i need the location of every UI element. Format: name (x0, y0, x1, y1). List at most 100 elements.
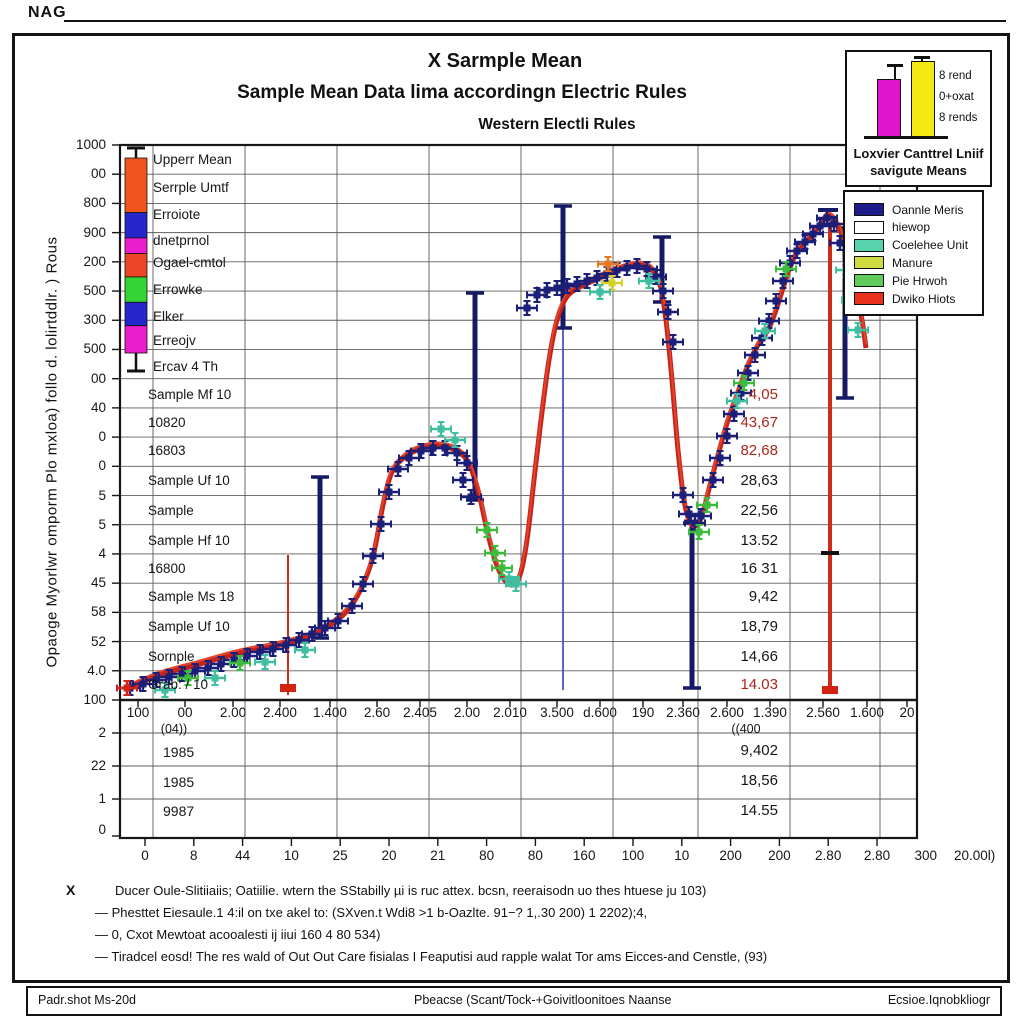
marker-point (737, 389, 745, 397)
inset-bar-magenta (877, 79, 901, 137)
left-row-label-below: 1985 (163, 774, 195, 790)
x-tick-label-mid: 1.390 (753, 705, 787, 720)
marker-point (533, 291, 541, 299)
marker-point (801, 238, 809, 246)
y-tick-label-below: 2 (98, 725, 106, 740)
inset-caption-line1: Loxvier Canttrel Lniif (853, 146, 984, 161)
right-row-value: 82,68 (740, 442, 778, 459)
inner-legend-label: Elker (153, 309, 184, 324)
marker-point (301, 646, 309, 654)
stack-segment (124, 157, 148, 213)
marker-point (593, 274, 601, 282)
y-tick-label: 4 (98, 545, 106, 561)
marker-point (685, 510, 693, 518)
y-tick-label: 800 (83, 195, 106, 211)
right-row-value: 22,56 (740, 502, 778, 519)
y-axis-title: Opaoge Myorlwr omporm Plo mxloa) follo d… (43, 236, 61, 668)
legend-swatch-icon (854, 256, 884, 270)
x-tick-label-mid: 2.010 (493, 705, 527, 720)
marker-point (491, 549, 499, 557)
marker-point (697, 512, 705, 520)
marker-point (467, 493, 475, 501)
x-tick-label-mid: 2.00 (453, 705, 481, 720)
left-row-label: Sample Ms 18 (148, 589, 235, 604)
stack-segment (124, 276, 148, 303)
x-tick-label-bottom: 44 (235, 848, 251, 863)
marker-point (744, 369, 752, 377)
x-tick-label-bottom: 80 (479, 848, 495, 863)
inset-bar1-whisker-icon (894, 64, 896, 80)
legend-swatch-icon (854, 238, 884, 252)
marker-point (429, 444, 437, 452)
marker-point (261, 658, 269, 666)
left-row-label-below: 1985 (163, 744, 195, 760)
marker-point (230, 656, 238, 664)
legend-item: Manure (854, 255, 933, 270)
x-axis-sub-label: (04)) (160, 722, 188, 736)
marker-point (695, 528, 703, 536)
marker-point (596, 288, 604, 296)
x-tick-label-mid: 2.360 (666, 705, 700, 720)
y-tick-label: 58 (90, 604, 106, 620)
y-tick-label: 45 (90, 575, 106, 591)
inner-legend-label: Erreojv (153, 333, 196, 348)
marker-point (405, 454, 413, 462)
marker-point (139, 680, 147, 688)
x-tick-label-bottom: 160 (572, 848, 596, 863)
inset-bar-yellow (911, 61, 935, 137)
marker-point (369, 552, 377, 560)
legend-item: hiewop (854, 220, 930, 235)
right-row-value: 14.03 (740, 676, 778, 693)
marker-point (809, 230, 817, 238)
right-row-value-below: 9,402 (740, 742, 778, 759)
marker-point (256, 648, 264, 656)
marker-point (359, 580, 367, 588)
marker-point (295, 636, 303, 644)
marker-point (463, 459, 471, 467)
document-border (12, 33, 1010, 983)
footnote-marker: X (66, 882, 76, 898)
marker-point (282, 641, 290, 649)
x-tick-label-bottom: 8 (190, 848, 198, 863)
chart-title-line2: Sample Mean Data lima accordingn Electri… (237, 82, 687, 103)
marker-point (751, 351, 759, 359)
marker-point (703, 501, 711, 509)
left-row-label: Sample Mf 10 (148, 387, 232, 402)
marker-point (505, 575, 513, 583)
inner-legend-label: dnetprnol (153, 233, 210, 248)
marker-point (716, 454, 724, 462)
x-tick-label-bottom: 10 (674, 848, 690, 863)
marker-point (385, 488, 393, 496)
legend-item-label: Dwiko Hiots (892, 291, 956, 306)
stack-segment (124, 212, 148, 239)
plot-border (118, 143, 919, 840)
legend-item-label: Coelehee Unit (892, 238, 969, 253)
x-tick-label-mid: 190 (631, 705, 655, 720)
marker-point (417, 447, 425, 455)
footnote-line1: Ducer Oule-Slitiiaiis; Oatiilie. wtern t… (115, 883, 707, 898)
doc-code-underline (64, 20, 1006, 22)
marker-point (441, 444, 449, 452)
marker-point (348, 602, 356, 610)
x-tick-label-bottom: 300 (914, 848, 938, 863)
x-tick-label-mid: 1.400 (313, 705, 347, 720)
x-tick-label-bottom: 100 (621, 848, 645, 863)
y-tick-label: 500 (83, 341, 106, 357)
control-limit-inset: 8 rend 0+oxat 8 rends Loxvier Canttrel Lni… (845, 50, 992, 187)
right-row-value: 43,67 (740, 414, 778, 431)
y-tick-label: 40 (90, 399, 106, 415)
x-tick-label-bottom: 200 (768, 848, 791, 863)
marker-point (669, 338, 677, 346)
legend-item-label: Oannle Meris (892, 202, 964, 217)
y-tick-label-below: 1 (98, 791, 106, 806)
marker-point (453, 449, 461, 457)
left-row-label: Sornple (148, 649, 195, 664)
marker-point (459, 476, 467, 484)
y-tick-label: 1000 (75, 137, 106, 152)
legend-item: Pie Hrwoh (854, 273, 947, 288)
y-tick-label-below: 0 (98, 822, 106, 837)
inner-legend-label: Ogael-cmtol (153, 255, 226, 270)
x-tick-label-bottom: 21 (430, 848, 446, 863)
right-row-value: 4,05 (748, 386, 778, 403)
